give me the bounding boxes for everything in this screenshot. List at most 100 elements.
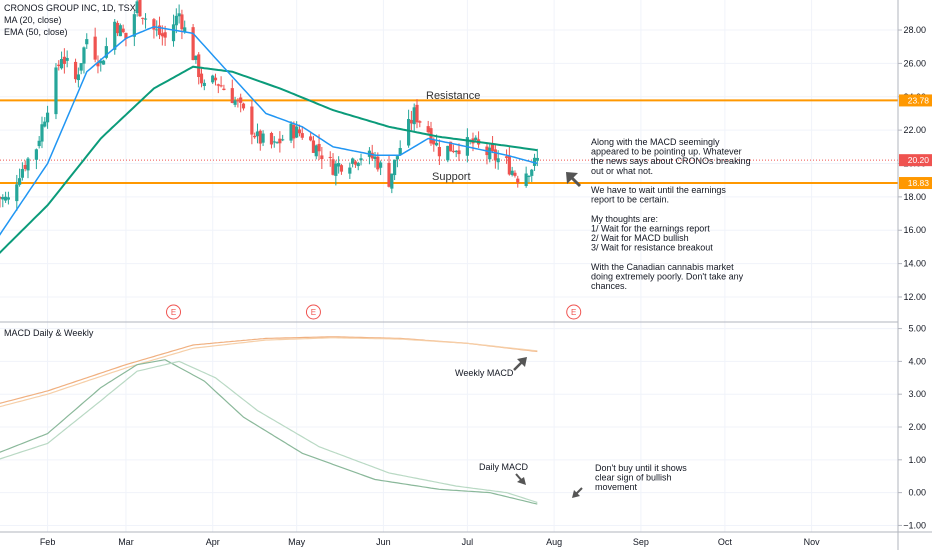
candle-body xyxy=(510,170,514,175)
candle-body xyxy=(409,119,414,124)
candle-body xyxy=(121,28,125,33)
candle-body xyxy=(141,17,145,19)
candle-body xyxy=(59,58,64,69)
ema50-line xyxy=(0,65,538,254)
last-price-value: 20.20 xyxy=(908,155,930,165)
y-tick-label: 16.00 xyxy=(903,225,926,235)
candle-body xyxy=(177,13,181,17)
candle-body xyxy=(474,137,478,141)
candle-body xyxy=(26,158,30,171)
candle-body xyxy=(104,46,108,58)
candle-body xyxy=(334,163,338,176)
price-badges: 23.78 18.83 20.20 xyxy=(899,94,932,190)
candle-body xyxy=(328,156,332,158)
candle-body xyxy=(202,82,206,87)
macd-lines xyxy=(0,336,538,505)
candle-body xyxy=(258,130,262,144)
candle-body xyxy=(194,55,198,60)
candle-body xyxy=(513,172,517,176)
candle-body xyxy=(532,157,537,166)
ma20-line xyxy=(0,25,538,236)
resistance-label: Resistance xyxy=(426,90,480,102)
candle-body xyxy=(6,197,10,200)
level-lines xyxy=(0,99,898,185)
candle-body xyxy=(101,60,106,65)
candle-body xyxy=(43,121,47,127)
candle-body xyxy=(446,145,450,161)
y-tick-label: 22.00 xyxy=(903,125,926,135)
x-tick-label: Oct xyxy=(718,537,733,547)
candle-body xyxy=(418,121,422,123)
candle-body xyxy=(373,156,377,159)
candle-body xyxy=(292,124,296,139)
candle-body xyxy=(197,54,201,78)
daily-signal-line xyxy=(0,360,538,504)
candlesticks[interactable] xyxy=(0,0,539,211)
earnings-marker[interactable] xyxy=(305,304,321,320)
candle-body xyxy=(437,146,441,157)
candle-body xyxy=(96,62,100,67)
candle-body xyxy=(454,150,458,153)
macd-tick-label: 4.00 xyxy=(908,356,926,366)
candle-body xyxy=(412,107,416,125)
note-line: 3/ Wait for resistance breakout xyxy=(591,243,713,253)
candle-body xyxy=(124,32,128,39)
candle-body xyxy=(457,150,461,155)
macd-tick-label: 1.00 xyxy=(908,455,926,465)
candle-body xyxy=(393,159,397,176)
support-label: Support xyxy=(432,171,471,183)
candle-body xyxy=(320,155,324,160)
macd-note-line: clear sign of bullish xyxy=(595,473,672,483)
weekly-macd-label: Weekly MACD xyxy=(455,368,514,378)
candle-body xyxy=(337,163,341,167)
y-tick-label: 12.00 xyxy=(903,292,926,302)
candle-body xyxy=(191,27,195,61)
candle-body xyxy=(351,158,355,164)
candle-body xyxy=(233,100,237,105)
moving-averages xyxy=(0,25,538,254)
candle-body xyxy=(432,139,436,145)
candle-body xyxy=(496,158,500,163)
earnings-marker-label: E xyxy=(571,308,576,317)
candle-body xyxy=(45,112,50,123)
candle-body xyxy=(157,25,162,35)
note-line: doing extremely poorly. Don't take any xyxy=(591,271,744,281)
candle-body xyxy=(174,15,178,26)
candle-body xyxy=(57,64,61,67)
earnings-marker[interactable] xyxy=(566,304,582,320)
earnings-marker[interactable] xyxy=(166,304,182,320)
candle-body xyxy=(309,136,313,141)
candle-body xyxy=(261,133,265,143)
candle-body xyxy=(395,156,400,160)
earnings-marker-label: E xyxy=(171,308,176,317)
candle-body xyxy=(40,124,44,142)
candle-body xyxy=(407,119,411,146)
y-tick-label: 18.00 xyxy=(903,192,926,202)
candle-body xyxy=(376,156,380,170)
arrow-head xyxy=(517,357,527,367)
candle-body xyxy=(23,164,27,170)
candle-body xyxy=(132,14,136,37)
daily-macd-label: Daily MACD xyxy=(479,462,529,472)
candle-body xyxy=(278,138,282,144)
candle-body xyxy=(82,47,86,64)
candle-body xyxy=(180,14,184,30)
candle-body xyxy=(300,133,304,138)
axes[interactable]: Feb Mar Apr May Jun Jul Aug Sep Oct Nov 12.00 14.00… xyxy=(40,25,926,547)
arrow-icon-macd-note xyxy=(572,487,583,498)
macd-pane-title: MACD Daily & Weekly xyxy=(4,328,94,338)
candle-body xyxy=(250,106,254,135)
note-line: We have to wait until the earnings xyxy=(591,185,726,195)
candle-body xyxy=(535,157,539,161)
macd-tick-label: 3.00 xyxy=(908,389,926,399)
candle-body xyxy=(211,75,215,83)
level-badge-value: 23.78 xyxy=(908,95,930,105)
weekly-signal-line xyxy=(0,337,538,408)
candle-body xyxy=(236,100,240,102)
y-tick-label: 14.00 xyxy=(903,259,926,269)
candle-body xyxy=(272,141,276,143)
